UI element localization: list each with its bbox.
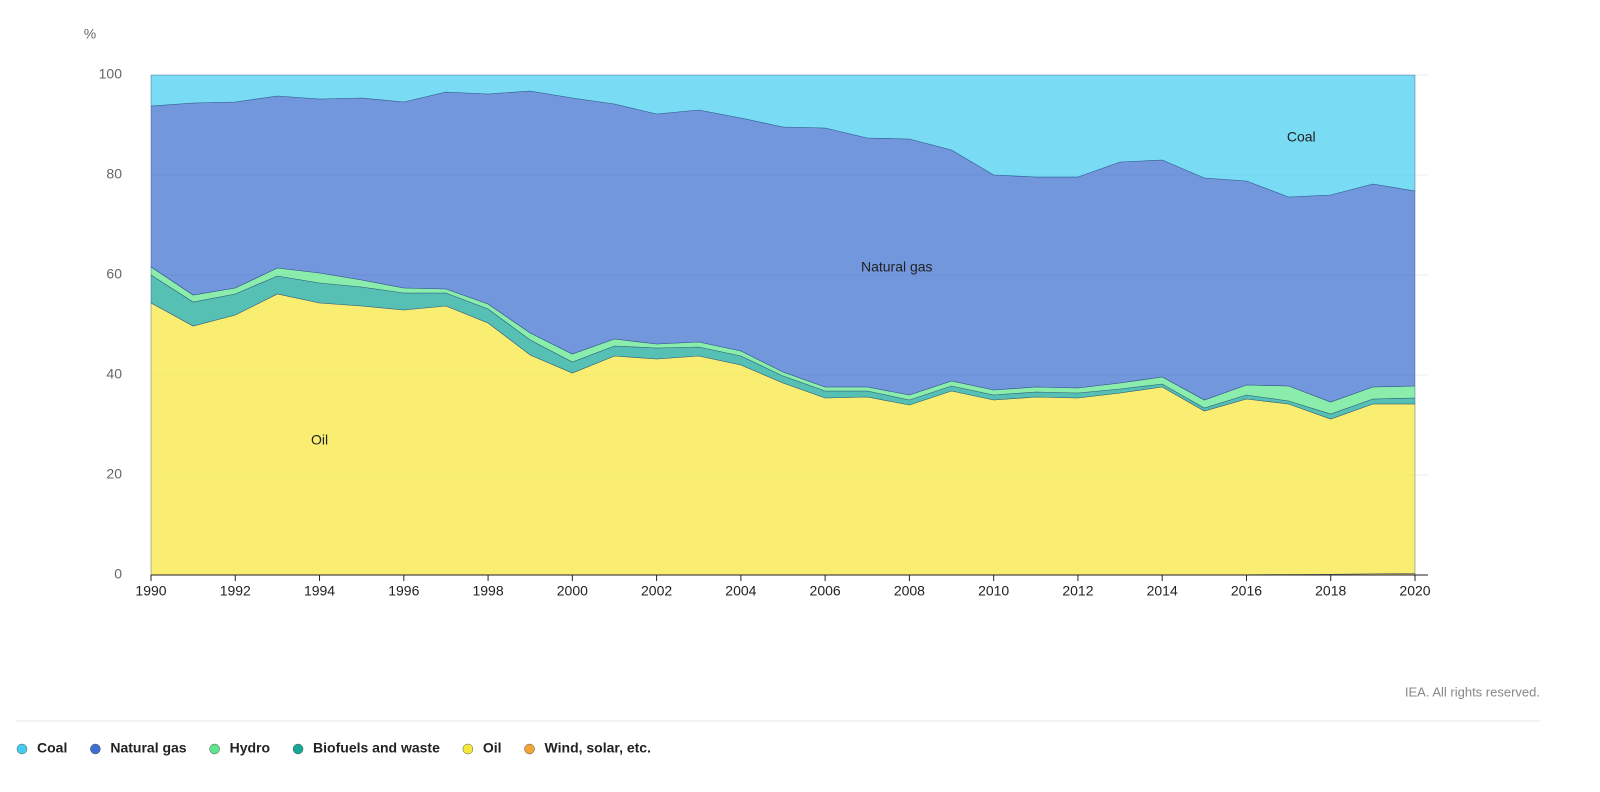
legend-label: Natural gas [110,740,186,756]
y-tick-label: 60 [106,266,122,282]
x-tick-label: 1996 [388,583,419,599]
legend-swatch [462,743,474,755]
area-label: Coal [1287,129,1316,145]
legend-item: Biofuels and waste [292,740,440,756]
x-tick-label: 2010 [978,583,1009,599]
x-tick-label: 2014 [1147,583,1178,599]
legend-item: Natural gas [90,740,187,756]
legend-item: Hydro [209,740,270,756]
legend-label: Oil [483,740,502,756]
legend-swatch [16,743,28,755]
source: IEA. All rights reserved. [1405,684,1540,699]
y-tick-label: 40 [106,366,122,382]
y-tick-label: 80 [106,166,122,182]
y-axis-label: % [84,26,96,42]
legend-swatch [292,743,304,755]
x-tick-label: 1994 [304,583,335,599]
x-tick-label: 2002 [641,583,672,599]
area [150,74,1416,198]
x-tick-label: 2008 [894,583,925,599]
y-tick-label: 20 [106,466,122,482]
x-tick-label: 2012 [1062,583,1093,599]
y-tick-label: 100 [99,66,123,82]
x-tick-label: 2016 [1231,583,1262,599]
area-label: Oil [311,432,328,448]
x-tick-label: 2004 [725,583,756,599]
x-tick-label: 1990 [135,583,166,599]
area-label: Natural gas [861,259,933,275]
legend-item: Wind, solar, etc. [524,740,651,756]
y-tick-label: 0 [114,566,122,582]
x-tick-label: 2018 [1315,583,1346,599]
legend-item: Coal [16,740,67,756]
legend-swatch [524,743,535,755]
x-tick-label: 2006 [810,583,841,599]
x-tick-label: 2020 [1399,583,1430,599]
legend-swatch [209,743,220,755]
legend-label: Biofuels and waste [313,740,440,756]
x-tick-label: 2000 [557,583,588,599]
x-tick-label: 1992 [220,583,251,599]
legend-swatch [90,743,101,755]
legend-item: Oil [462,740,502,756]
x-tick-label: 1998 [472,583,503,599]
legend-label: Coal [37,740,67,756]
legend-label: Wind, solar, etc. [545,740,651,756]
legend-label: Hydro [230,740,270,756]
